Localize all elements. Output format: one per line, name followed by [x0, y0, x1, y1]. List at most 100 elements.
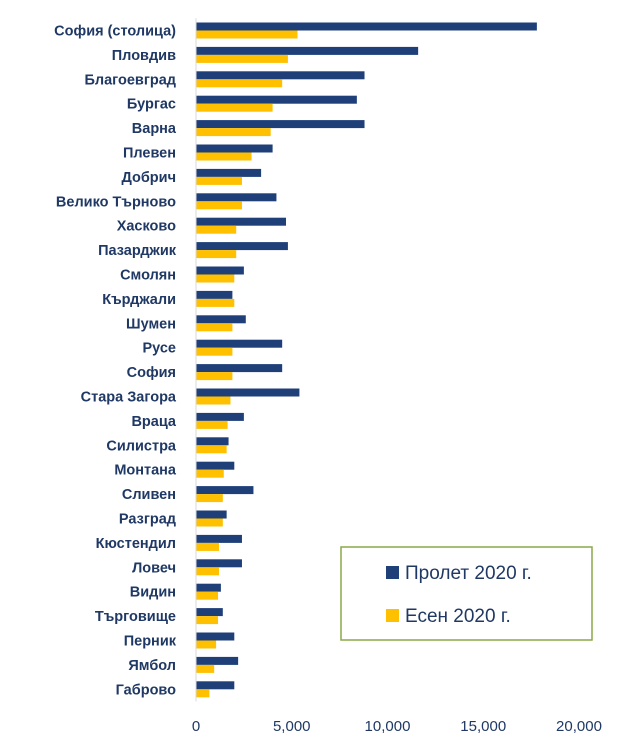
bar-autumn [196, 347, 233, 356]
category-label: Ямбол [128, 658, 176, 674]
legend-box [340, 546, 593, 641]
bar-autumn [196, 567, 219, 576]
legend-swatch-spring [386, 566, 399, 579]
category-label: Хасково [117, 219, 176, 235]
category-label: Стара Загора [81, 390, 177, 406]
x-tick-label: 15,000 [460, 718, 506, 735]
bar-spring [196, 534, 242, 543]
bar-autumn [196, 298, 235, 307]
bar-spring [196, 412, 244, 421]
category-label: Русе [142, 341, 176, 357]
category-label: Варна [132, 121, 177, 137]
category-label: Кюстендил [96, 536, 176, 552]
bar-autumn [196, 79, 283, 88]
category-label: Благоевград [84, 72, 176, 88]
category-label: Търговище [95, 609, 176, 625]
bar-spring [196, 193, 277, 202]
bar-spring [196, 46, 419, 55]
bar-autumn [196, 689, 210, 698]
category-label: Велико Търново [56, 194, 176, 210]
bar-spring [196, 388, 300, 397]
bar-autumn [196, 640, 217, 649]
legend: Пролет 2020 г. Есен 2020 г. [340, 546, 593, 641]
bar-autumn [196, 542, 219, 551]
bar-spring [196, 95, 357, 104]
bar-spring [196, 22, 537, 31]
bar-autumn [196, 591, 219, 600]
legend-label-spring: Пролет 2020 г. [405, 563, 532, 584]
bar-spring [196, 266, 244, 275]
category-label: Ловеч [132, 560, 176, 576]
bar-autumn [196, 445, 227, 454]
bar-autumn [196, 152, 252, 161]
bar-autumn [196, 494, 223, 503]
legend-swatch-autumn [386, 609, 399, 622]
bar-spring [196, 144, 273, 153]
category-label: Силистра [106, 438, 177, 454]
bar-spring [196, 681, 235, 690]
bar-spring [196, 632, 235, 641]
bar-autumn [196, 469, 224, 478]
bar-autumn [196, 225, 237, 234]
x-axis-tick-labels: 0 5,000 10,000 15,000 20,000 [192, 718, 602, 735]
bar-autumn [196, 103, 273, 112]
bar-autumn [196, 250, 237, 259]
x-tick-label: 5,000 [273, 718, 311, 735]
bar-spring [196, 120, 365, 129]
bar-spring [196, 71, 365, 80]
bar-spring [196, 510, 227, 519]
bar-spring [196, 608, 223, 617]
bar-autumn [196, 274, 235, 283]
bar-spring [196, 437, 229, 446]
category-label: Монтана [114, 463, 177, 479]
category-label: Смолян [120, 268, 176, 284]
bar-autumn [196, 372, 233, 381]
bar-spring [196, 559, 242, 568]
category-label: Добрич [121, 170, 176, 186]
bar-spring [196, 339, 283, 348]
x-tick-label: 0 [192, 718, 200, 735]
category-label: Видин [130, 585, 176, 601]
category-label: Враца [131, 414, 176, 430]
category-label: София (столица) [54, 24, 176, 40]
category-label: София [127, 365, 176, 381]
bar-autumn [196, 420, 228, 429]
category-label: Разград [119, 512, 176, 528]
bar-spring [196, 364, 283, 373]
bar-spring [196, 461, 235, 470]
bars-layer [196, 22, 537, 698]
bar-spring [196, 217, 287, 226]
bar-autumn [196, 30, 298, 39]
bar-spring [196, 583, 221, 592]
category-label: Габрово [116, 682, 176, 698]
bar-spring [196, 168, 262, 177]
category-label: Пловдив [112, 48, 176, 64]
bar-autumn [196, 664, 215, 673]
bar-autumn [196, 518, 223, 527]
bar-autumn [196, 128, 271, 137]
x-tick-label: 20,000 [556, 718, 602, 735]
category-labels: София (столица) Пловдив Благоевград Бургас В… [54, 24, 177, 699]
category-label: Бургас [127, 97, 176, 113]
bar-spring [196, 486, 254, 495]
bar-autumn [196, 176, 242, 185]
bar-spring [196, 656, 239, 665]
bar-spring [196, 242, 288, 251]
category-label: Шумен [126, 316, 176, 332]
bar-spring [196, 290, 233, 299]
bar-autumn [196, 396, 231, 405]
bar-spring [196, 315, 246, 324]
bar-autumn [196, 616, 219, 625]
category-label: Сливен [122, 487, 176, 503]
x-tick-label: 10,000 [365, 718, 411, 735]
category-label: Перник [124, 634, 177, 650]
category-label: Кърджали [102, 292, 176, 308]
bar-autumn [196, 323, 233, 332]
category-label: Плевен [123, 146, 176, 162]
category-label: Пазарджик [98, 243, 177, 259]
bar-autumn [196, 54, 288, 63]
legend-label-autumn: Есен 2020 г. [405, 606, 511, 627]
bar-autumn [196, 201, 242, 210]
